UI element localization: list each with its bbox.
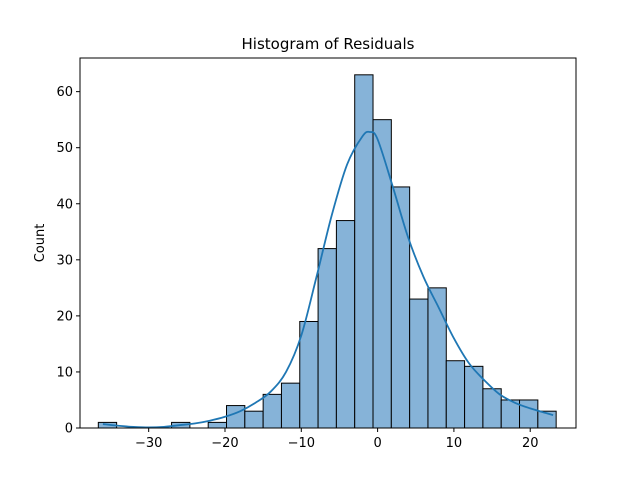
histogram-bar [482,388,502,429]
x-tick-label: 20 [522,436,539,451]
y-tick-label: 10 [56,365,73,380]
kde-line [102,130,554,429]
histogram-bar [280,382,301,429]
chart-title: Histogram of Residuals [242,35,415,53]
bars-layer [97,74,557,429]
histogram-bar [372,119,392,429]
histogram-bar [519,399,539,429]
histogram-bar [207,421,228,429]
y-tick-label: 50 [56,141,73,156]
histogram-bar [299,320,319,429]
y-tick-label: 40 [56,197,73,212]
histogram-bar [390,186,411,429]
x-tick-label: 10 [446,436,463,451]
x-tick-label: −30 [135,436,162,451]
x-axis: −30 −20 −10 0 10 20 [135,428,539,451]
histogram-bar [226,405,246,429]
y-tick-label: 20 [56,309,73,324]
x-tick-label: −10 [288,436,315,451]
histogram-bar [354,74,374,429]
y-tick-label: 0 [65,422,73,437]
histogram-bar [335,220,356,429]
y-axis-title: Count [33,224,48,263]
histogram-bar [317,248,337,429]
y-tick-label: 30 [56,253,73,268]
histogram-bar [262,393,282,429]
x-tick-label: 0 [373,436,381,451]
plot-frame [79,57,577,429]
histogram-bar [244,410,264,429]
x-tick-label: −20 [211,436,238,451]
histogram-bar [427,287,447,429]
y-tick-label: 60 [56,85,73,100]
kde-layer [102,130,554,429]
histogram-bar [445,360,466,429]
y-axis: 0 10 20 30 40 50 60 [56,85,80,437]
histogram-bar [409,298,429,429]
